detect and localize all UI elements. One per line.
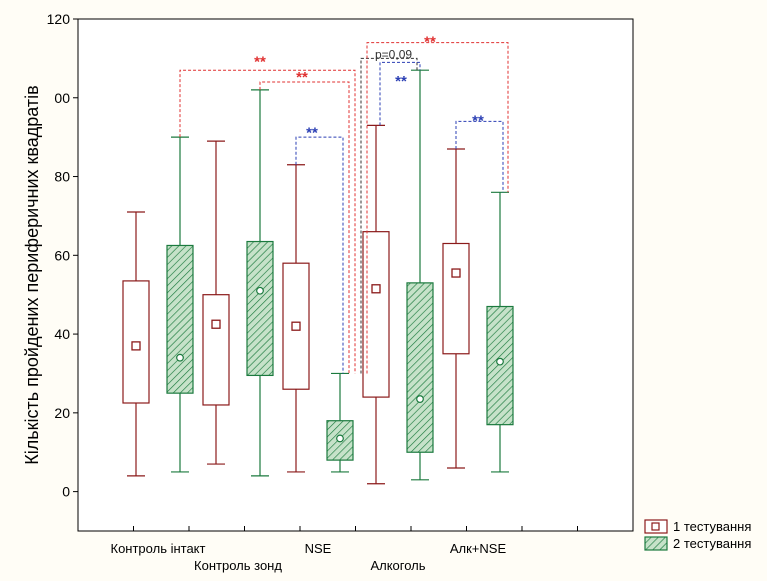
y-tick-label: 20 xyxy=(54,405,70,421)
category-label: Контроль інтакт xyxy=(111,541,206,556)
category-label: Алк+NSE xyxy=(450,541,507,556)
legend-swatch-2 xyxy=(644,536,668,551)
y-tick-label: 60 xyxy=(54,247,70,263)
significance-label: ** xyxy=(254,53,266,70)
median-marker xyxy=(131,341,141,351)
box-iqr xyxy=(202,294,230,406)
significance-label: ** xyxy=(296,69,308,86)
significance-bracket xyxy=(366,42,509,374)
category-label: NSE xyxy=(305,541,332,556)
significance-label: ** xyxy=(472,112,484,129)
median-marker xyxy=(496,357,504,366)
box-1-1 xyxy=(122,211,150,477)
category-label: Алкоголь xyxy=(370,558,425,573)
median-marker xyxy=(211,319,221,329)
significance-label: ** xyxy=(395,73,407,90)
box-1-2 xyxy=(202,140,230,465)
box-1-5 xyxy=(442,148,470,469)
y-tick-label: 120 xyxy=(47,11,71,27)
box-iqr xyxy=(486,305,514,426)
median-marker xyxy=(371,284,381,294)
box-iqr xyxy=(362,231,390,398)
median-marker xyxy=(176,353,184,362)
y-axis-label: Кількість пройдених периферичних квадрат… xyxy=(22,85,42,464)
significance-label: p=0,09 xyxy=(375,47,412,61)
significance-bracket xyxy=(295,136,344,374)
box-2-3 xyxy=(326,372,354,473)
median-marker xyxy=(451,268,461,278)
median-marker xyxy=(336,434,344,443)
legend-label-2: 2 тестування xyxy=(673,536,751,551)
legend-marker-1 xyxy=(651,522,660,531)
box-2-1 xyxy=(166,136,194,473)
category-label: Контроль зонд xyxy=(194,558,282,573)
median-marker xyxy=(416,395,424,403)
y-tick-label: 40 xyxy=(54,326,70,342)
box-iqr xyxy=(166,244,194,394)
significance-bracket xyxy=(259,81,350,374)
significance-bracket xyxy=(360,57,418,374)
significance-label: ** xyxy=(306,124,318,141)
significance-bracket xyxy=(455,120,504,193)
significance-label: ** xyxy=(424,34,436,51)
legend-label-1: 1 тестування xyxy=(673,519,751,534)
box-iqr xyxy=(406,282,434,453)
box-2-2 xyxy=(246,89,274,477)
median-marker xyxy=(256,286,264,295)
box-2-5 xyxy=(486,191,514,473)
median-marker xyxy=(291,321,301,331)
box-2-4 xyxy=(406,69,434,481)
box-iqr xyxy=(442,242,470,355)
y-tick-label: 80 xyxy=(54,169,70,185)
y-tick-label: 00 xyxy=(54,90,70,106)
box-1-4 xyxy=(362,124,390,485)
significance-bracket xyxy=(379,61,421,126)
box-iqr xyxy=(246,240,274,377)
y-tick-label: 0 xyxy=(62,484,70,500)
